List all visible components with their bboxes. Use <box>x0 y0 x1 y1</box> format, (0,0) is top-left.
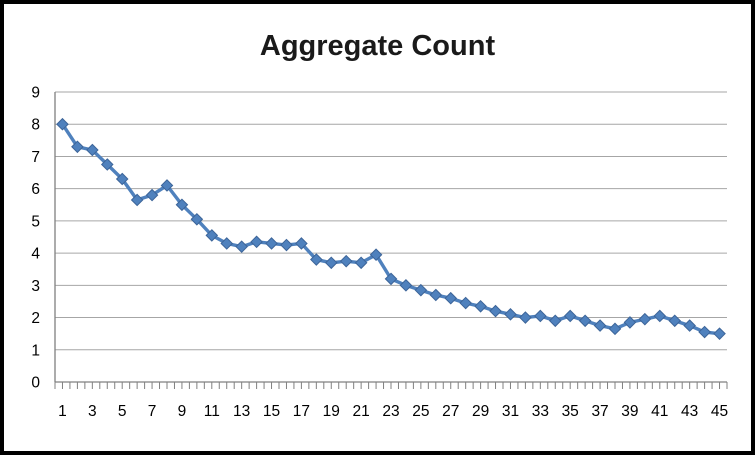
data-point-marker <box>220 237 234 250</box>
x-axis-tick-label: 1 <box>58 403 67 420</box>
gridlines <box>55 91 727 351</box>
data-point-marker <box>369 248 383 262</box>
data-point-marker <box>608 322 622 336</box>
data-point-marker <box>623 316 637 329</box>
data-point-marker <box>713 327 726 340</box>
data-point-marker <box>115 172 129 186</box>
data-point-marker <box>324 256 338 270</box>
x-axis-tick-label: 15 <box>263 403 280 420</box>
x-axis-tick-label: 35 <box>562 403 579 420</box>
data-point-marker <box>668 314 682 328</box>
data-point-marker <box>504 308 517 321</box>
data-point-marker <box>548 314 562 328</box>
x-axis-tick-label: 27 <box>442 403 459 420</box>
data-point-marker <box>175 198 189 212</box>
x-axis-tick-label: 39 <box>621 403 638 420</box>
data-point-marker <box>145 188 159 202</box>
y-axis-tick-label: 2 <box>31 310 40 327</box>
data-point-marker <box>653 309 667 323</box>
y-axis-tick-label: 0 <box>31 375 40 392</box>
data-point-marker <box>71 140 84 154</box>
x-axis-tick-label: 3 <box>88 403 97 420</box>
y-axis-tick-label: 5 <box>31 213 40 230</box>
x-axis-tick-label: 45 <box>711 403 728 420</box>
x-axis-tick-label: 41 <box>651 403 668 420</box>
x-axis-tick-label: 7 <box>148 403 157 420</box>
y-axis-tick-label: 9 <box>31 85 40 102</box>
data-point-marker <box>160 179 174 192</box>
y-axis-tick-label: 8 <box>31 117 40 134</box>
data-point-marker <box>638 312 652 326</box>
data-point-marker <box>519 311 532 324</box>
x-axis-tick-label: 21 <box>353 403 370 420</box>
x-axis-tick-label: 33 <box>532 403 549 420</box>
y-axis-tick-label: 6 <box>31 181 40 198</box>
data-point-marker <box>683 319 696 332</box>
data-point-marker <box>429 288 443 302</box>
y-axis-tick-label: 3 <box>31 278 40 295</box>
x-axis-tick-label: 37 <box>591 403 608 420</box>
data-point-marker <box>205 229 219 242</box>
y-axis-labels: 0 1 2 3 4 5 6 7 8 9 <box>31 85 40 392</box>
data-point-marker <box>86 143 99 157</box>
data-point-marker <box>534 309 547 323</box>
x-axis-tick-label: 5 <box>118 403 127 420</box>
data-point-marker <box>414 283 428 297</box>
chart-title: Aggregate Count <box>259 30 496 62</box>
y-axis-tick-label: 7 <box>31 149 40 166</box>
x-axis-tick-label: 13 <box>233 403 250 420</box>
x-axis-tick-marks <box>54 382 728 389</box>
data-point-marker <box>563 309 577 323</box>
data-point-marker <box>295 237 308 250</box>
data-series <box>56 117 726 340</box>
data-point-marker <box>384 272 398 286</box>
x-axis-tick-label: 9 <box>178 403 187 420</box>
x-axis-tick-label: 29 <box>472 403 489 420</box>
data-point-marker <box>698 325 711 339</box>
x-axis-tick-label: 25 <box>412 403 429 420</box>
data-point-marker <box>100 158 114 171</box>
data-point-marker <box>339 254 353 268</box>
data-point-marker <box>250 235 263 249</box>
data-point-marker <box>474 299 487 313</box>
data-point-marker <box>130 193 144 207</box>
x-axis-tick-label: 19 <box>323 403 340 420</box>
axes <box>54 92 727 383</box>
data-point-marker <box>235 240 248 253</box>
data-point-marker <box>459 296 472 310</box>
x-axis-tick-label: 23 <box>382 403 399 420</box>
x-axis-labels: 1 3 5 7 9 11 13 15 17 19 21 23 25 27 29 31 33 35 37 39 41 43 4… <box>58 403 728 420</box>
x-axis-tick-label: 17 <box>293 403 310 420</box>
data-point-marker <box>190 212 204 226</box>
data-point-marker <box>280 238 293 252</box>
x-axis-tick-label: 43 <box>681 403 698 420</box>
data-point-marker <box>489 304 502 318</box>
data-point-marker <box>310 253 323 266</box>
y-axis-tick-label: 1 <box>31 342 40 359</box>
data-point-marker <box>593 319 607 332</box>
data-point-marker <box>444 291 458 305</box>
data-point-marker <box>56 117 69 131</box>
y-axis-tick-label: 4 <box>31 246 40 263</box>
x-axis-tick-label: 31 <box>502 403 519 420</box>
series-line <box>60 122 722 336</box>
data-point-marker <box>265 237 278 250</box>
data-point-marker <box>399 279 413 292</box>
data-point-marker <box>354 256 368 270</box>
x-axis-tick-label: 11 <box>204 403 220 420</box>
data-point-marker <box>578 314 592 328</box>
